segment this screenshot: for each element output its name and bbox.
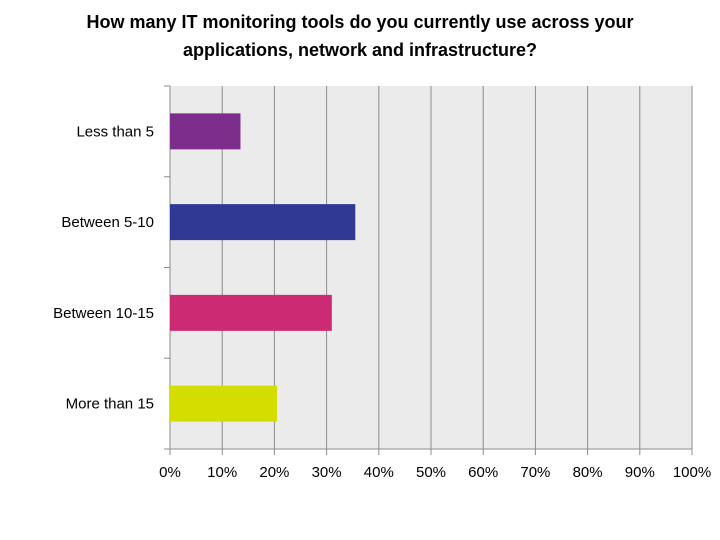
x-tick-label: 60% — [468, 464, 498, 481]
chart-title-line-2: applications, network and infrastructure… — [182, 40, 538, 60]
x-tick-label: 10% — [207, 464, 237, 481]
x-tick-label: 90% — [625, 464, 655, 481]
category-label: Between 5-10 — [61, 214, 154, 231]
chart-title-line-1: How many IT monitoring tools do you curr… — [86, 12, 634, 32]
x-tick-label: 30% — [312, 464, 342, 481]
x-tick-label: 100% — [673, 464, 711, 481]
bar-more-than-15 — [170, 385, 278, 422]
bar-between-10-15 — [170, 294, 332, 331]
x-tick-label: 50% — [416, 464, 446, 481]
x-tick-label: 0% — [159, 464, 181, 481]
category-label: Between 10-15 — [53, 305, 154, 322]
category-label: Less than 5 — [76, 123, 154, 140]
x-tick-label: 80% — [573, 464, 603, 481]
bar-less-than-5 — [170, 113, 241, 150]
x-tick-label: 40% — [364, 464, 394, 481]
bar-between-5-10 — [170, 204, 356, 241]
x-tick-label: 70% — [520, 464, 550, 481]
x-tick-label: 20% — [259, 464, 289, 481]
category-label: More than 15 — [66, 396, 154, 413]
